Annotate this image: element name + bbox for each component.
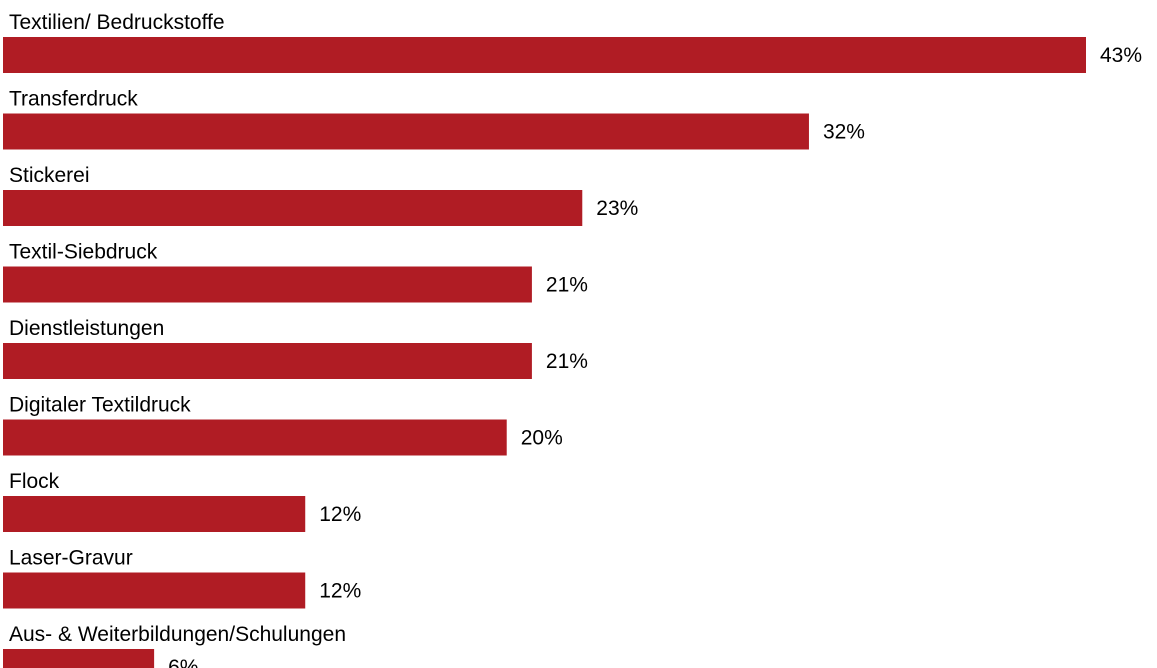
bar xyxy=(3,572,306,609)
category-label: Transferdruck xyxy=(9,88,138,111)
value-label: 43% xyxy=(1100,44,1142,67)
bar xyxy=(3,343,532,379)
value-label: 32% xyxy=(823,121,865,144)
bar xyxy=(3,266,532,303)
value-label: 21% xyxy=(546,350,588,373)
bar xyxy=(3,113,809,150)
value-label: 6% xyxy=(168,656,198,668)
value-label: 20% xyxy=(521,427,563,450)
value-label: 23% xyxy=(596,197,638,220)
bar xyxy=(3,419,507,456)
category-label: Flock xyxy=(9,470,60,493)
category-label: Textil-Siebdruck xyxy=(9,241,158,264)
bar xyxy=(3,190,583,226)
bar xyxy=(3,37,1086,73)
value-label: 12% xyxy=(319,580,361,603)
chart-rows: Textilien/ Bedruckstoffe 43% Transferdruck… xyxy=(3,11,1142,668)
category-label: Aus- & Weiterbildungen/Schulungen xyxy=(9,623,346,646)
bar xyxy=(3,496,306,532)
category-label: Digitaler Textildruck xyxy=(9,394,191,417)
category-label: Dienstleistungen xyxy=(9,317,164,340)
value-label: 12% xyxy=(319,503,361,526)
category-label: Laser-Gravur xyxy=(9,547,133,570)
category-label: Stickerei xyxy=(9,164,90,187)
value-label: 21% xyxy=(546,274,588,297)
bar xyxy=(3,649,155,668)
category-label: Textilien/ Bedruckstoffe xyxy=(9,11,225,34)
